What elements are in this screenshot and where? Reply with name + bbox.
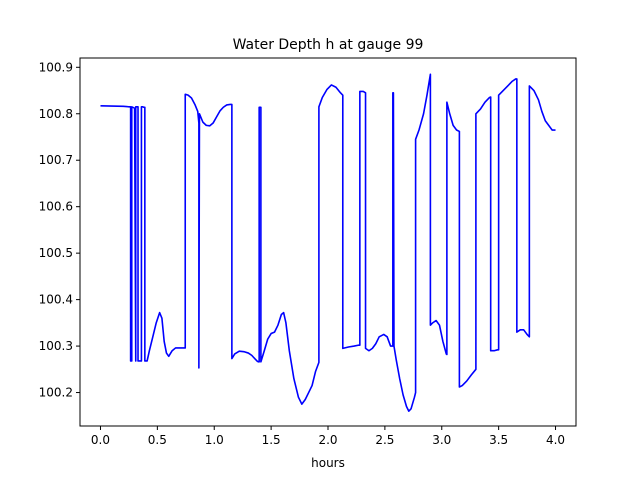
y-tick-label: 100.8 — [39, 107, 73, 121]
x-tick-label: 2.5 — [375, 433, 394, 447]
y-tick-label: 100.2 — [39, 386, 73, 400]
y-tick-label: 100.5 — [39, 246, 73, 260]
axes-frame — [79, 57, 577, 427]
x-tick-label: 2.0 — [318, 433, 337, 447]
x-tick-label: 3.0 — [432, 433, 451, 447]
x-tick-label: 0.5 — [148, 433, 167, 447]
y-tick-label: 100.7 — [39, 153, 73, 167]
x-tick-label: 1.0 — [205, 433, 224, 447]
x-tick-label: 3.5 — [489, 433, 508, 447]
x-tick-label: 0.0 — [91, 433, 110, 447]
x-axis-label: hours — [311, 456, 345, 470]
y-tick-label: 100.6 — [39, 200, 73, 214]
y-tick-label: 100.4 — [39, 293, 73, 307]
x-tick-label: 4.0 — [546, 433, 565, 447]
y-tick-label: 100.3 — [39, 339, 73, 353]
series-line-0 — [100, 73, 556, 412]
y-tick-label: 100.9 — [39, 60, 73, 74]
y-axis-ticks: 100.2 100.3 100.4 100.5 100.6 100.7 100.8 100.9 — [39, 60, 80, 400]
plot-area — [100, 73, 556, 412]
x-axis-ticks: 0.0 0.5 1.0 1.5 2.0 2.5 3.0 3.5 4.0 — [91, 426, 565, 447]
x-tick-label: 1.5 — [262, 433, 281, 447]
chart-title: Water Depth h at gauge 99 — [233, 37, 424, 53]
